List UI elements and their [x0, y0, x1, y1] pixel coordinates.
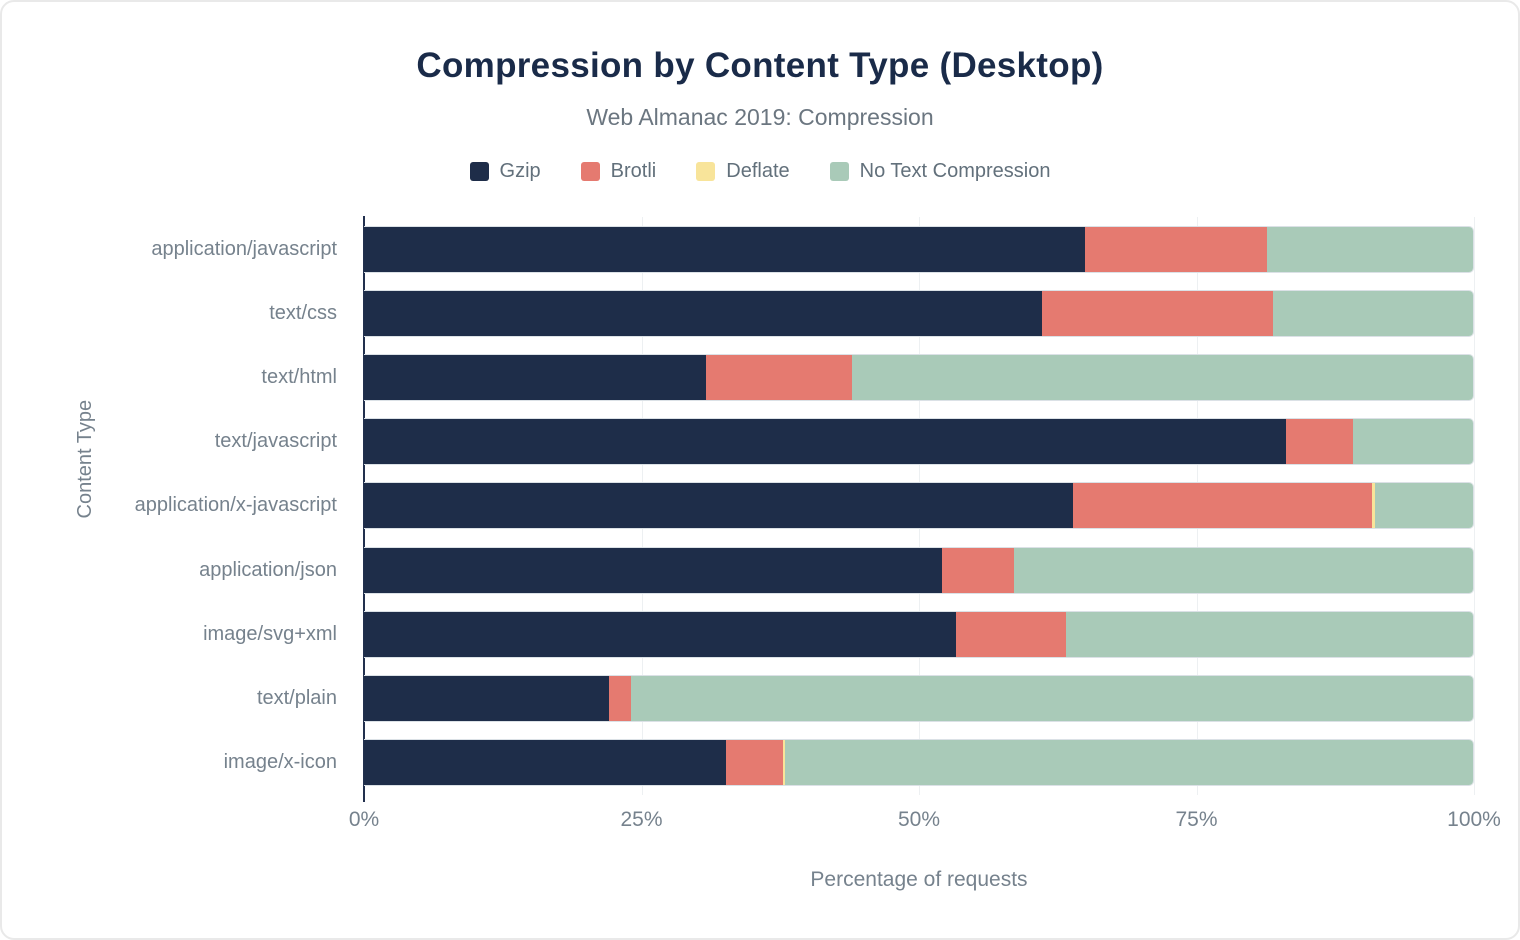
bar-row	[364, 474, 1474, 538]
bar-row	[364, 731, 1474, 795]
bar-segment-no-text-compression[interactable]	[1065, 611, 1473, 657]
bar-segment-gzip[interactable]	[364, 290, 1042, 336]
plot-area	[364, 217, 1475, 795]
category-label: text/plain	[256, 687, 337, 710]
category-label: text/html	[261, 366, 337, 389]
category-label-row: application/json	[2, 538, 350, 602]
legend-label: Deflate	[726, 160, 790, 182]
category-label: application/json	[199, 558, 337, 581]
bar-track	[364, 354, 1474, 402]
bar-segment-gzip[interactable]	[364, 355, 706, 401]
legend-swatch-no-text-compression	[829, 162, 849, 181]
category-label-row: text/plain	[2, 667, 350, 731]
chart-title: Compression by Content Type (Desktop)	[416, 46, 1104, 85]
bar-track	[364, 546, 1474, 594]
bar-segment-no-text-compression[interactable]	[631, 676, 1473, 722]
legend-item-brotli: Brotli	[580, 160, 657, 183]
category-label-row: image/svg+xml	[2, 602, 350, 666]
bar-segment-brotli[interactable]	[705, 355, 852, 401]
bar-track	[364, 225, 1474, 273]
bar-row	[364, 345, 1474, 409]
category-label-row: text/html	[2, 345, 350, 409]
category-label-row: image/x-icon	[2, 731, 350, 795]
bar-row	[364, 538, 1474, 602]
chart-subtitle: Web Almanac 2019: Compression	[586, 104, 934, 130]
bar-segment-brotli[interactable]	[1084, 226, 1267, 272]
legend-item-deflate: Deflate	[696, 160, 790, 183]
bar-segment-no-text-compression[interactable]	[1266, 226, 1473, 272]
legend-item-no-text-compression: No Text Compression	[829, 160, 1051, 183]
bar-rows	[364, 217, 1474, 795]
bar-segment-gzip[interactable]	[364, 676, 610, 722]
category-label: image/x-icon	[223, 751, 337, 774]
legend-swatch-brotli	[580, 162, 600, 181]
bar-row	[364, 602, 1474, 666]
bar-segment-brotli[interactable]	[1041, 290, 1274, 336]
category-label: image/svg+xml	[203, 622, 337, 645]
bar-segment-no-text-compression[interactable]	[1375, 483, 1473, 529]
bar-row	[364, 217, 1474, 281]
category-label-row: application/x-javascript	[2, 474, 350, 538]
category-label: text/css	[269, 301, 337, 324]
bar-segment-gzip[interactable]	[364, 226, 1085, 272]
x-axis-ticks: 0% 25% 50% 75% 100%	[349, 808, 1501, 834]
x-tick-label: 100%	[1447, 808, 1501, 831]
bar-track	[364, 482, 1474, 530]
legend-swatch-gzip	[469, 162, 489, 181]
bar-row	[364, 281, 1474, 345]
legend: Gzip Brotli Deflate No Text Compression	[2, 160, 1518, 183]
bar-segment-no-text-compression[interactable]	[1013, 547, 1473, 593]
bar-row	[364, 667, 1474, 731]
gridline	[1474, 217, 1475, 795]
bar-segment-no-text-compression[interactable]	[851, 355, 1473, 401]
x-tick-label: 75%	[1175, 808, 1218, 831]
legend-label: Gzip	[499, 160, 541, 182]
category-label-row: text/javascript	[2, 410, 350, 474]
bar-segment-brotli[interactable]	[725, 740, 784, 786]
bar-track	[364, 289, 1474, 337]
legend-item-gzip: Gzip	[469, 160, 541, 183]
category-label-row: application/javascript	[2, 217, 350, 281]
legend-label: Brotli	[610, 160, 657, 182]
category-label: application/x-javascript	[134, 494, 337, 517]
category-label: text/javascript	[214, 430, 337, 453]
bar-segment-brotli[interactable]	[609, 676, 632, 722]
category-label: application/javascript	[151, 237, 337, 260]
category-label-row: text/css	[2, 281, 350, 345]
bar-segment-gzip[interactable]	[364, 547, 942, 593]
legend-swatch-deflate	[696, 162, 716, 181]
bar-segment-gzip[interactable]	[364, 483, 1073, 529]
bar-segment-gzip[interactable]	[364, 611, 957, 657]
x-axis-title: Percentage of requests	[810, 868, 1028, 891]
category-axis-labels: application/javascript text/css text/html t…	[2, 217, 350, 795]
bar-row	[364, 410, 1474, 474]
bar-track	[364, 739, 1474, 787]
bar-segment-gzip[interactable]	[364, 740, 726, 786]
bar-segment-gzip[interactable]	[364, 419, 1286, 465]
bar-segment-no-text-compression[interactable]	[785, 740, 1473, 786]
x-tick-label: 50%	[897, 808, 941, 831]
bar-track	[364, 418, 1474, 466]
legend-label: No Text Compression	[859, 160, 1051, 182]
bar-segment-deflate[interactable]	[783, 740, 786, 786]
bar-segment-brotli[interactable]	[941, 547, 1014, 593]
bar-segment-brotli[interactable]	[1285, 419, 1354, 465]
bar-track	[364, 610, 1474, 658]
x-tick-label: 0%	[348, 808, 380, 831]
x-tick-label: 25%	[620, 808, 663, 831]
bar-track	[364, 675, 1474, 723]
bar-segment-no-text-compression[interactable]	[1273, 290, 1473, 336]
bar-segment-no-text-compression[interactable]	[1353, 419, 1473, 465]
bar-segment-brotli[interactable]	[1072, 483, 1373, 529]
bar-segment-deflate[interactable]	[1372, 483, 1376, 529]
bar-segment-brotli[interactable]	[956, 611, 1066, 657]
